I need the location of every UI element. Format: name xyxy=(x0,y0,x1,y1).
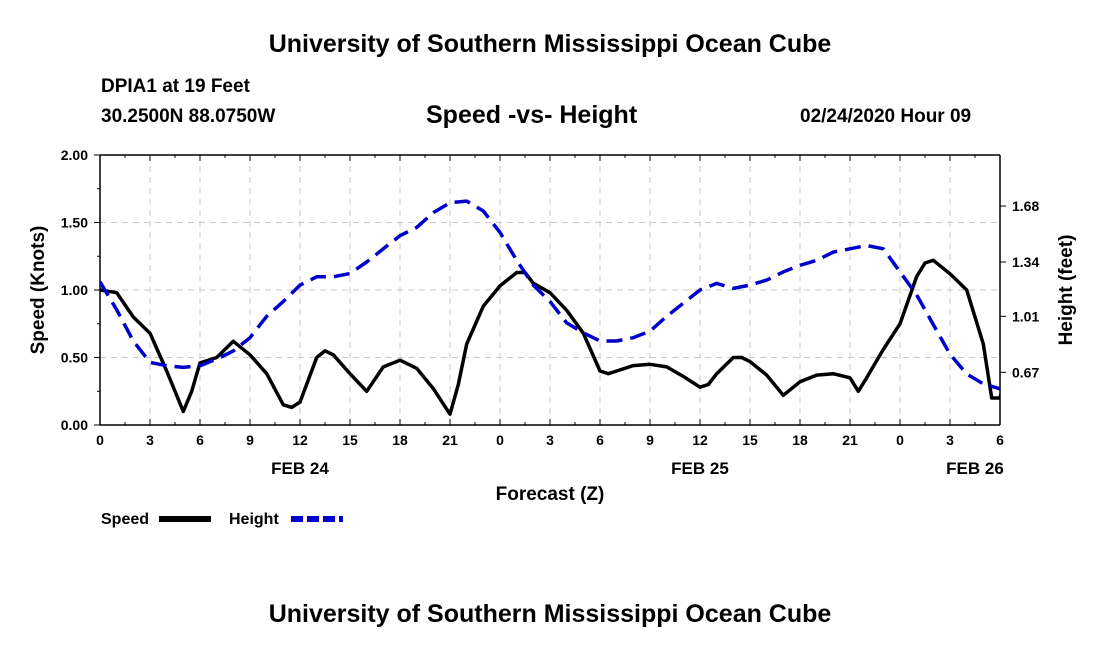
forecast-datetime: 02/24/2020 Hour 09 xyxy=(800,106,972,127)
y2-tick-label: 1.34 xyxy=(1012,254,1039,270)
x-tick-label: 18 xyxy=(392,432,408,448)
x-tick-label: 0 xyxy=(96,432,104,448)
series-line-height xyxy=(100,199,1000,391)
y-tick-label: 1.00 xyxy=(61,282,88,298)
x-tick-label: 6 xyxy=(596,432,604,448)
x-tick-label: 12 xyxy=(292,432,308,448)
y-tick-label: 2.00 xyxy=(61,147,88,163)
x-tick-label: 18 xyxy=(792,432,808,448)
x-tick-label: 3 xyxy=(546,432,554,448)
x-tick-label: 9 xyxy=(246,432,254,448)
y-tick-label: 0.50 xyxy=(61,350,88,366)
y2-tick-label: 1.68 xyxy=(1012,198,1039,214)
station-label: DPIA1 at 19 Feet xyxy=(101,76,250,97)
y2-tick-label: 1.01 xyxy=(1012,308,1039,324)
x-tick-label: 21 xyxy=(442,432,458,448)
x-tick-label: 3 xyxy=(946,432,954,448)
legend-label-speed: Speed xyxy=(101,511,149,528)
x-tick-label: 3 xyxy=(146,432,154,448)
x-tick-label: 0 xyxy=(496,432,504,448)
series-line-speed xyxy=(100,258,1000,416)
date-label: FEB 26 xyxy=(946,459,1004,478)
y2-tick-label: 0.67 xyxy=(1012,364,1039,380)
y-axis-title: Speed (Knots) xyxy=(28,226,49,355)
coordinates-label: 30.2500N 88.0750W xyxy=(101,106,276,127)
y-tick-label: 1.50 xyxy=(61,215,88,231)
footer-title: University of Southern Mississippi Ocean… xyxy=(268,600,832,628)
y2-axis-title: Height (feet) xyxy=(1056,235,1077,346)
page-title: University of Southern Mississippi Ocean… xyxy=(268,30,832,58)
x-tick-label: 21 xyxy=(842,432,858,448)
x-tick-label: 15 xyxy=(342,432,358,448)
x-tick-label: 15 xyxy=(742,432,758,448)
x-tick-label: 9 xyxy=(646,432,654,448)
x-tick-label: 12 xyxy=(692,432,708,448)
x-tick-label: 6 xyxy=(196,432,204,448)
x-axis-title: Forecast (Z) xyxy=(496,484,605,505)
date-label: FEB 24 xyxy=(271,459,329,478)
legend-label-height: Height xyxy=(229,511,279,528)
y-tick-label: 0.00 xyxy=(61,417,88,433)
chart-subtitle: Speed -vs- Height xyxy=(426,101,638,129)
x-tick-label: 6 xyxy=(996,432,1004,448)
date-label: FEB 25 xyxy=(671,459,729,478)
x-tick-label: 0 xyxy=(896,432,904,448)
